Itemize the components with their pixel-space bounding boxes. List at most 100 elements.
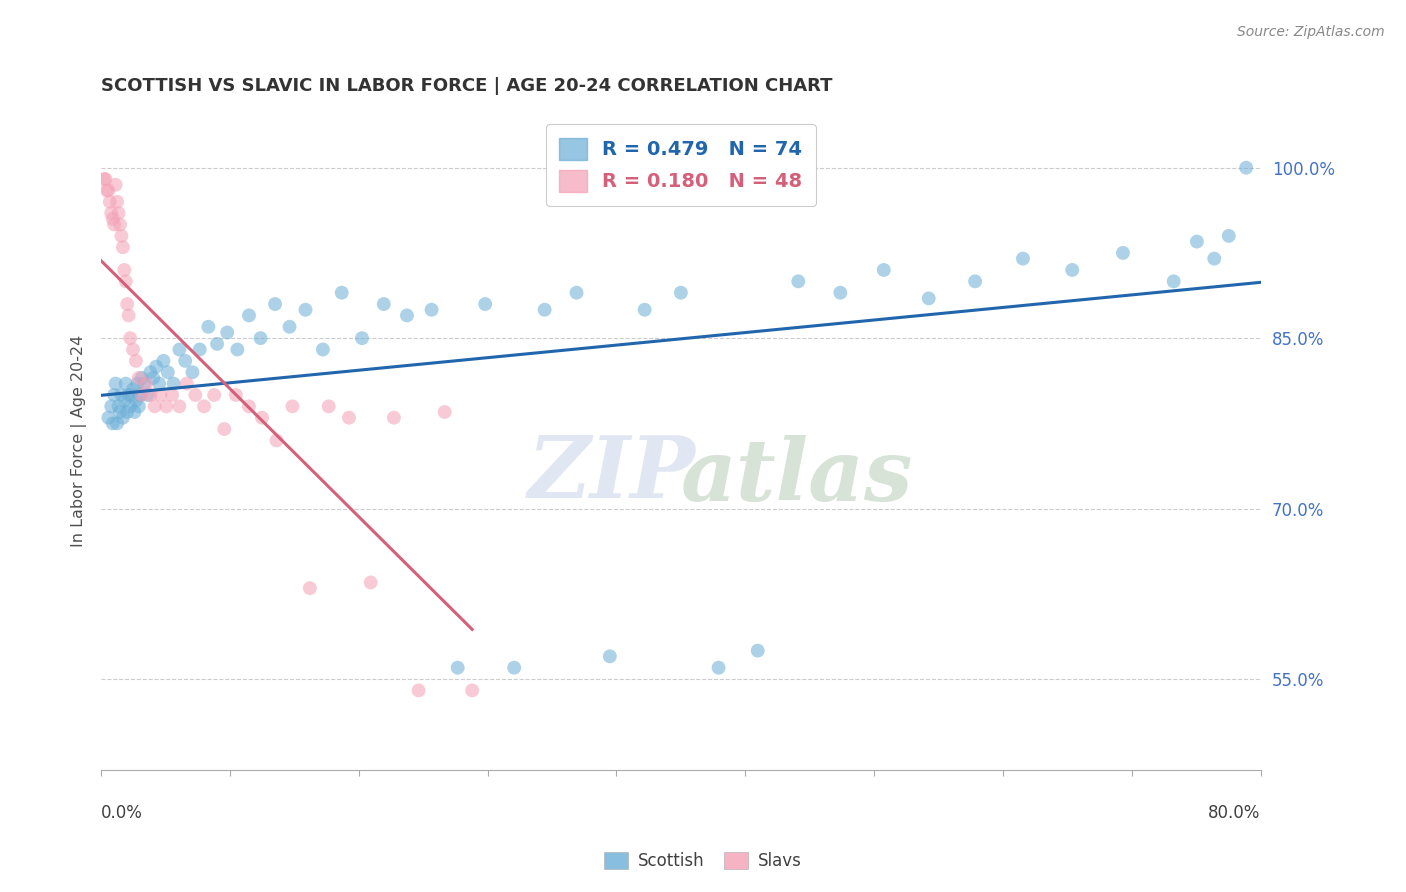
Point (104, 376, 127, 391)
Point (135, 376, 157, 391)
Point (873, 263, 896, 277)
Point (503, 661, 526, 675)
Point (104, 178, 127, 192)
Point (148, 376, 170, 391)
Point (98, 194, 121, 209)
Point (142, 371, 165, 385)
Text: Source: ZipAtlas.com: Source: ZipAtlas.com (1237, 25, 1385, 39)
Point (125, 354, 148, 368)
Point (408, 683, 430, 698)
Point (128, 400, 150, 414)
Point (181, 365, 204, 379)
Point (101, 211, 124, 226)
Point (250, 410, 273, 425)
Text: atlas: atlas (681, 435, 912, 518)
Point (420, 302, 443, 317)
Point (1204, 252, 1226, 266)
Y-axis label: In Labor Force | Age 20-24: In Labor Force | Age 20-24 (72, 334, 87, 547)
Point (110, 228, 132, 243)
Point (124, 405, 146, 419)
Text: 0.0%: 0.0% (101, 804, 143, 822)
Point (188, 343, 211, 357)
Point (120, 400, 142, 414)
Point (145, 359, 167, 374)
Point (197, 319, 219, 334)
Point (131, 371, 153, 385)
Point (337, 410, 360, 425)
Point (103, 388, 125, 402)
Point (134, 376, 156, 391)
Point (1234, 161, 1257, 175)
Point (193, 400, 215, 414)
Point (96, 183, 118, 197)
Point (127, 376, 149, 391)
Point (669, 285, 692, 300)
Point (169, 400, 191, 414)
Point (202, 388, 225, 402)
Text: SCOTTISH VS SLAVIC IN LABOR FORCE | AGE 20-24 CORRELATION CHART: SCOTTISH VS SLAVIC IN LABOR FORCE | AGE … (101, 78, 832, 95)
Point (395, 309, 418, 323)
Point (155, 400, 177, 414)
Point (174, 354, 197, 368)
Point (918, 292, 941, 306)
Point (1163, 274, 1185, 288)
Point (281, 400, 304, 414)
Point (225, 388, 247, 402)
Point (122, 382, 145, 396)
Point (100, 206, 122, 220)
Point (433, 405, 456, 419)
Point (131, 388, 153, 402)
Point (111, 410, 134, 425)
Point (156, 365, 179, 379)
Point (318, 400, 340, 414)
Point (139, 365, 162, 379)
Point (1218, 228, 1240, 243)
Point (120, 331, 142, 345)
Point (382, 410, 405, 425)
Point (266, 434, 288, 448)
Point (125, 393, 148, 408)
Point (176, 376, 198, 391)
Point (474, 297, 496, 311)
Point (249, 331, 271, 345)
Point (112, 263, 135, 277)
Point (264, 297, 287, 311)
Point (112, 393, 135, 408)
Point (707, 661, 730, 675)
Point (298, 581, 321, 595)
Point (105, 194, 128, 209)
Point (214, 422, 236, 436)
Point (965, 274, 987, 288)
Point (787, 274, 810, 288)
Point (238, 400, 260, 414)
Point (217, 326, 239, 340)
Point (634, 302, 657, 317)
Point (115, 297, 138, 311)
Point (1012, 252, 1035, 266)
Point (108, 405, 131, 419)
Point (1112, 246, 1135, 260)
Point (160, 388, 183, 402)
Point (105, 417, 128, 431)
Point (294, 302, 316, 317)
Point (226, 343, 249, 357)
Text: ZIP: ZIP (527, 432, 695, 515)
Point (238, 309, 260, 323)
Point (565, 285, 588, 300)
Point (93, 172, 115, 186)
Point (461, 683, 484, 698)
Point (149, 388, 172, 402)
Point (278, 319, 301, 334)
Point (110, 388, 132, 402)
Point (94, 172, 117, 186)
Text: 80.0%: 80.0% (1208, 804, 1261, 822)
Point (373, 297, 395, 311)
Point (599, 649, 621, 664)
Point (330, 285, 353, 300)
Point (162, 376, 184, 391)
Point (830, 285, 852, 300)
Point (111, 240, 134, 254)
Point (205, 336, 228, 351)
Point (1062, 263, 1084, 277)
Point (139, 388, 162, 402)
